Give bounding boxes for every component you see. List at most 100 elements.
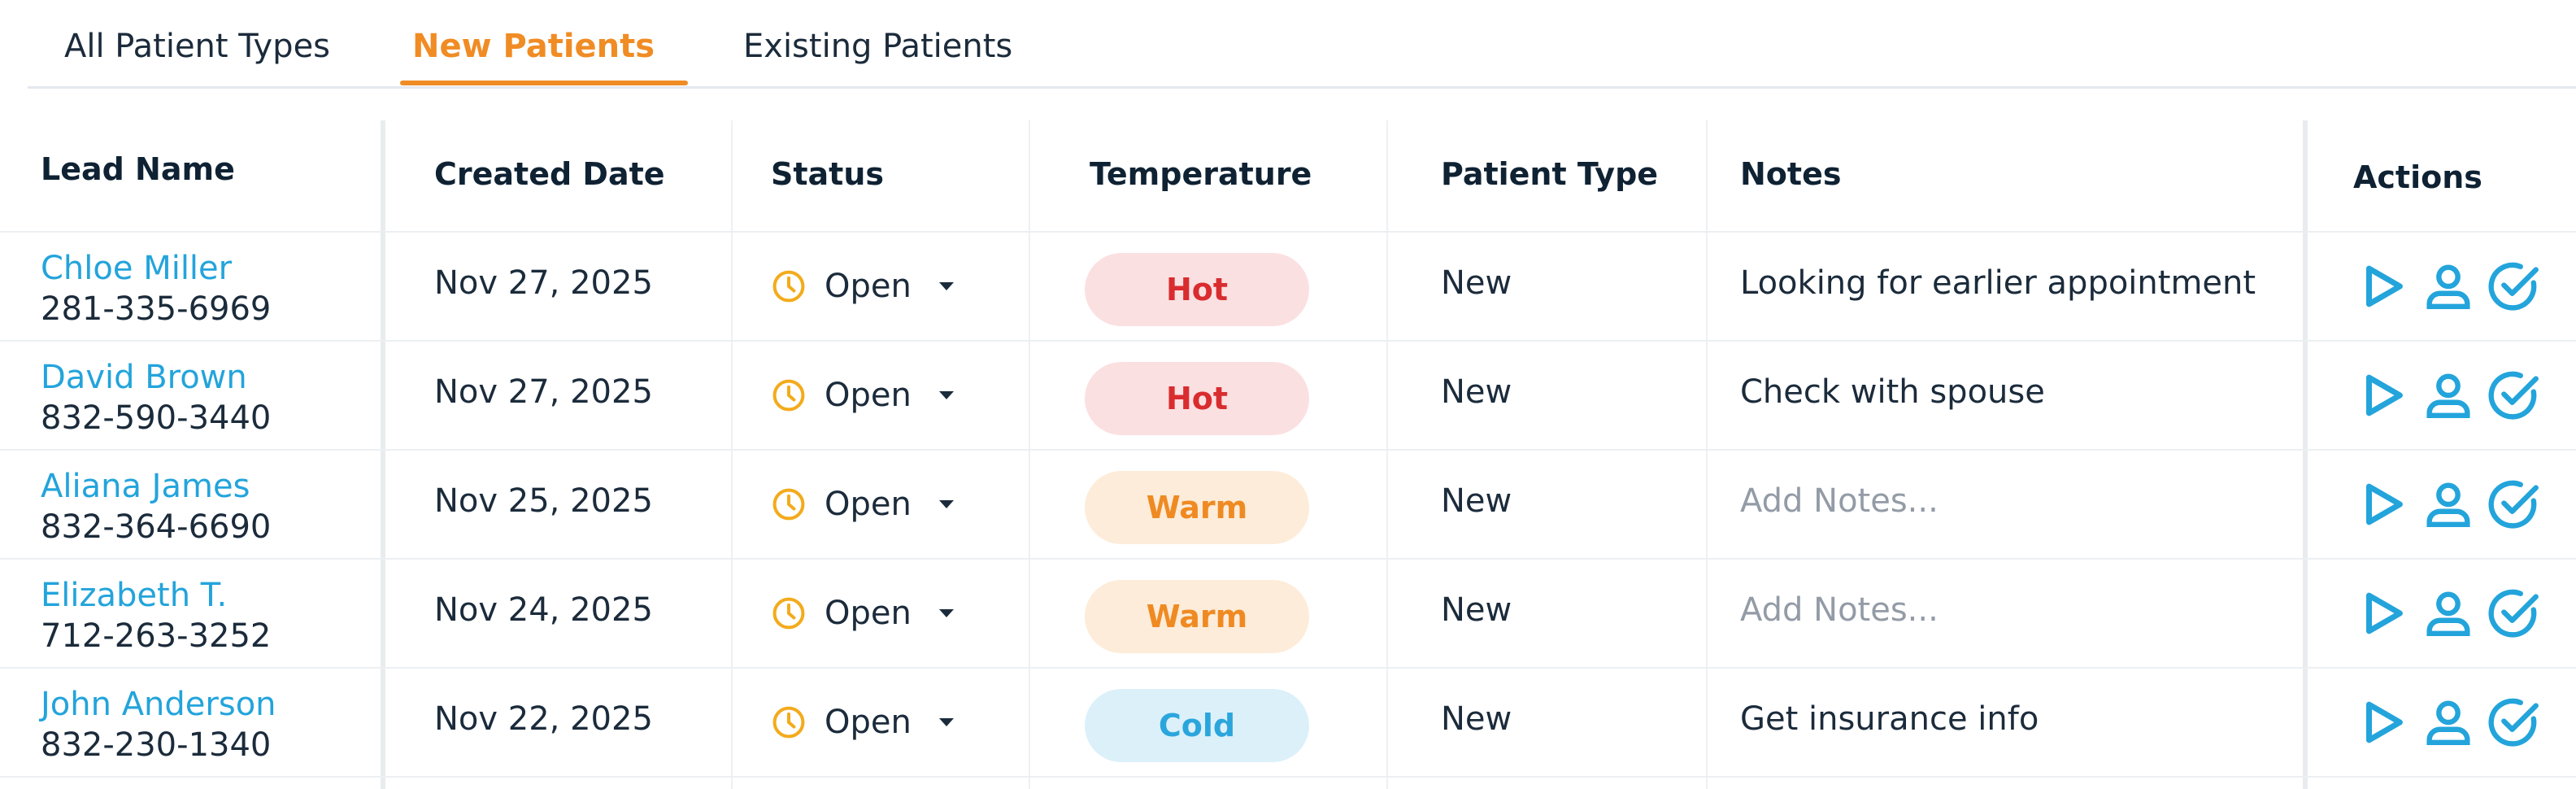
created-date: Nov 27, 2025 bbox=[434, 264, 653, 302]
clock-icon bbox=[771, 595, 807, 631]
clock-icon bbox=[771, 704, 807, 740]
column-divider bbox=[731, 120, 733, 789]
temperature-badge[interactable]: Warm bbox=[1085, 580, 1309, 653]
created-date: Nov 24, 2025 bbox=[434, 591, 653, 629]
row-actions bbox=[2355, 476, 2550, 533]
user-icon[interactable] bbox=[2420, 367, 2477, 424]
caret-down-icon bbox=[938, 282, 954, 290]
lead-name-link[interactable]: Aliana James bbox=[41, 468, 250, 505]
patient-type: New bbox=[1441, 264, 1512, 302]
patient-type-tabs: All Patient Types New Patients Existing … bbox=[28, 0, 2576, 89]
caret-down-icon bbox=[938, 391, 954, 399]
lead-name-link[interactable]: John Anderson bbox=[41, 686, 276, 723]
lead-phone: 832-230-1340 bbox=[41, 726, 272, 764]
header-notes[interactable]: Notes bbox=[1740, 156, 1842, 192]
header-status[interactable]: Status bbox=[771, 156, 885, 192]
check-circle-icon[interactable] bbox=[2485, 476, 2542, 533]
check-circle-icon[interactable] bbox=[2485, 694, 2542, 751]
status-value: Open bbox=[825, 486, 912, 523]
tab-new-patients[interactable]: New Patients bbox=[412, 28, 655, 65]
created-date: Nov 27, 2025 bbox=[434, 373, 653, 411]
row-actions bbox=[2355, 585, 2550, 642]
check-circle-icon[interactable] bbox=[2485, 585, 2542, 642]
active-tab-indicator bbox=[400, 81, 688, 85]
play-icon[interactable] bbox=[2355, 367, 2412, 424]
notes-text[interactable]: Get insurance info bbox=[1740, 700, 2039, 738]
column-divider bbox=[1029, 120, 1030, 789]
status-dropdown[interactable]: Open bbox=[771, 375, 954, 416]
clock-icon bbox=[771, 268, 807, 304]
header-temperature[interactable]: Temperature bbox=[1090, 156, 1312, 192]
table-header: Lead Name Created Date Status Temperatur… bbox=[0, 120, 2576, 231]
lead-phone: 281-335-6969 bbox=[41, 290, 272, 328]
column-divider bbox=[1386, 120, 1388, 789]
table-row: Aliana James 832-364-6690 Nov 25, 2025 Open… bbox=[0, 450, 2576, 559]
user-icon[interactable] bbox=[2420, 476, 2477, 533]
patient-type: New bbox=[1441, 591, 1512, 629]
created-date: Nov 25, 2025 bbox=[434, 482, 653, 520]
table-row: John Anderson 832-230-1340 Nov 22, 2025 Ope… bbox=[0, 668, 2576, 777]
header-created-date[interactable]: Created Date bbox=[434, 156, 665, 192]
table-row: Chloe Miller 281-335-6969 Nov 27, 2025 Open… bbox=[0, 232, 2576, 341]
notes-text[interactable]: Check with spouse bbox=[1740, 373, 2045, 411]
row-actions bbox=[2355, 258, 2550, 315]
caret-down-icon bbox=[938, 718, 954, 726]
temperature-badge[interactable]: Warm bbox=[1085, 471, 1309, 544]
column-divider bbox=[1706, 120, 1708, 789]
status-value: Open bbox=[825, 704, 912, 741]
lead-phone: 832-590-3440 bbox=[41, 399, 272, 437]
caret-down-icon bbox=[938, 500, 954, 508]
temperature-badge[interactable]: Hot bbox=[1085, 362, 1309, 435]
lead-phone: 832-364-6690 bbox=[41, 508, 272, 546]
play-icon[interactable] bbox=[2355, 585, 2412, 642]
play-icon[interactable] bbox=[2355, 694, 2412, 751]
check-circle-icon[interactable] bbox=[2485, 367, 2542, 424]
lead-name-link[interactable]: David Brown bbox=[41, 359, 247, 396]
status-dropdown[interactable]: Open bbox=[771, 702, 954, 743]
play-icon[interactable] bbox=[2355, 476, 2412, 533]
table-row: Elizabeth T. 712-263-3252 Nov 24, 2025 Open… bbox=[0, 559, 2576, 668]
lead-phone: 712-263-3252 bbox=[41, 617, 272, 655]
row-divider bbox=[0, 776, 2576, 778]
row-actions bbox=[2355, 694, 2550, 751]
status-value: Open bbox=[825, 268, 912, 305]
leads-table: Lead Name Created Date Status Temperatur… bbox=[0, 120, 2576, 789]
clock-icon bbox=[771, 377, 807, 413]
row-actions bbox=[2355, 367, 2550, 424]
temperature-badge[interactable]: Cold bbox=[1085, 689, 1309, 762]
row-divider bbox=[0, 558, 2576, 560]
notes-text[interactable]: Looking for earlier appointment bbox=[1740, 264, 2256, 302]
patient-type: New bbox=[1441, 373, 1512, 411]
check-circle-icon[interactable] bbox=[2485, 258, 2542, 315]
lead-name-link[interactable]: Chloe Miller bbox=[41, 250, 233, 287]
status-dropdown[interactable]: Open bbox=[771, 593, 954, 634]
user-icon[interactable] bbox=[2420, 258, 2477, 315]
add-notes-placeholder[interactable]: Add Notes... bbox=[1740, 482, 1939, 520]
play-icon[interactable] bbox=[2355, 258, 2412, 315]
header-lead-name[interactable]: Lead Name bbox=[41, 151, 235, 187]
header-patient-type[interactable]: Patient Type bbox=[1441, 156, 1659, 192]
tab-existing-patients[interactable]: Existing Patients bbox=[743, 28, 1013, 65]
column-divider bbox=[381, 120, 385, 789]
patient-type: New bbox=[1441, 700, 1512, 738]
clock-icon bbox=[771, 486, 807, 522]
patient-type: New bbox=[1441, 482, 1512, 520]
status-dropdown[interactable]: Open bbox=[771, 484, 954, 525]
table-row: David Brown 832-590-3440 Nov 27, 2025 Open H… bbox=[0, 341, 2576, 450]
add-notes-placeholder[interactable]: Add Notes... bbox=[1740, 591, 1939, 629]
column-divider bbox=[2303, 120, 2308, 789]
temperature-badge[interactable]: Hot bbox=[1085, 253, 1309, 326]
row-divider bbox=[0, 667, 2576, 669]
status-value: Open bbox=[825, 595, 912, 632]
row-divider bbox=[0, 340, 2576, 342]
tab-all-patient-types[interactable]: All Patient Types bbox=[64, 28, 331, 65]
status-value: Open bbox=[825, 377, 912, 414]
user-icon[interactable] bbox=[2420, 694, 2477, 751]
status-dropdown[interactable]: Open bbox=[771, 266, 954, 307]
row-divider bbox=[0, 449, 2576, 451]
lead-name-link[interactable]: Elizabeth T. bbox=[41, 577, 228, 614]
user-icon[interactable] bbox=[2420, 585, 2477, 642]
row-divider bbox=[0, 231, 2576, 233]
created-date: Nov 22, 2025 bbox=[434, 700, 653, 738]
